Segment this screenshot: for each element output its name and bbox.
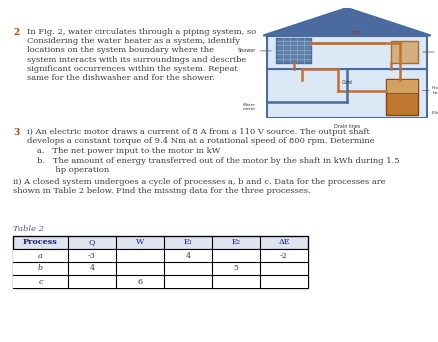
Bar bbox=[266, 68, 426, 118]
Bar bbox=[385, 79, 417, 93]
Text: Electric meter: Electric meter bbox=[431, 110, 438, 115]
Text: Shower: Shower bbox=[237, 49, 256, 53]
Text: Considering the water heater as a system, identify: Considering the water heater as a system… bbox=[27, 37, 240, 45]
Text: i) An electric motor draws a current of 8 A from a 110 V source. The output shaf: i) An electric motor draws a current of … bbox=[27, 128, 369, 136]
Text: Water
meter: Water meter bbox=[243, 103, 256, 111]
Text: Q: Q bbox=[88, 238, 95, 247]
Bar bbox=[385, 79, 417, 115]
Text: same for the dishwasher and for the shower.: same for the dishwasher and for the show… bbox=[27, 74, 214, 82]
Bar bbox=[275, 38, 311, 63]
Text: c: c bbox=[38, 277, 42, 286]
Text: Cold: Cold bbox=[341, 80, 352, 85]
Text: Dishwasher: Dishwasher bbox=[437, 50, 438, 54]
Text: In Fig. 2, water circulates through a piping system, so: In Fig. 2, water circulates through a pi… bbox=[27, 28, 255, 36]
Text: significant occurrences within the system. Repeat: significant occurrences within the syste… bbox=[27, 65, 237, 73]
Text: Process: Process bbox=[23, 238, 58, 247]
Polygon shape bbox=[263, 8, 430, 36]
Text: -3: -3 bbox=[88, 251, 96, 260]
Text: E₂: E₂ bbox=[231, 238, 240, 247]
Text: 6: 6 bbox=[137, 277, 142, 286]
Bar bbox=[13, 262, 307, 275]
Text: a: a bbox=[38, 251, 43, 260]
Text: W: W bbox=[136, 238, 144, 247]
Text: shown in Table 2 below. Find the missing data for the three processes.: shown in Table 2 below. Find the missing… bbox=[13, 187, 310, 195]
Text: E₁: E₁ bbox=[183, 238, 192, 247]
Text: -2: -2 bbox=[279, 251, 287, 260]
Text: 4: 4 bbox=[89, 264, 94, 273]
Text: develops a constant torque of 9.4 Nm at a rotational speed of 800 rpm. Determine: develops a constant torque of 9.4 Nm at … bbox=[27, 137, 374, 145]
Text: hp operation: hp operation bbox=[37, 166, 109, 174]
Text: Hot: Hot bbox=[350, 30, 360, 35]
Bar bbox=[13, 249, 307, 262]
Text: locations on the system boundary where the: locations on the system boundary where t… bbox=[27, 47, 213, 54]
Text: 5: 5 bbox=[233, 264, 238, 273]
Text: ii) A closed system undergoes a cycle of processes a, b and c. Data for the proc: ii) A closed system undergoes a cycle of… bbox=[13, 178, 385, 186]
Text: ΔE: ΔE bbox=[278, 238, 289, 247]
Bar bbox=[13, 236, 307, 249]
Text: system interacts with its surroundings and describe: system interacts with its surroundings a… bbox=[27, 56, 246, 64]
Text: Table 2: Table 2 bbox=[13, 225, 44, 233]
Text: Hot water
heater: Hot water heater bbox=[431, 86, 438, 95]
Text: Drain lines: Drain lines bbox=[333, 123, 359, 129]
Text: a.   The net power input to the motor in kW: a. The net power input to the motor in k… bbox=[37, 147, 220, 155]
Text: 3: 3 bbox=[13, 128, 19, 137]
Text: b.   The amount of energy transferred out of the motor by the shaft in kWh durin: b. The amount of energy transferred out … bbox=[37, 157, 399, 165]
Text: b: b bbox=[38, 264, 43, 273]
Bar bbox=[391, 41, 417, 63]
Bar bbox=[266, 36, 426, 68]
Text: 4: 4 bbox=[185, 251, 190, 260]
Bar bbox=[13, 236, 307, 288]
Text: 2: 2 bbox=[13, 28, 19, 37]
Bar bbox=[13, 275, 307, 288]
